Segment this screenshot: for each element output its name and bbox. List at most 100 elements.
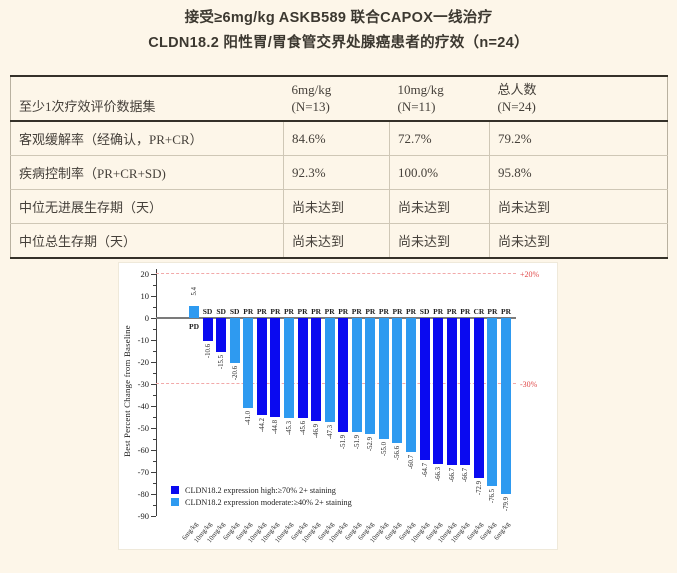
cell-value: 95.8%	[489, 155, 668, 190]
cell-value: 尚未达到	[389, 223, 490, 258]
bar-response-label: PR	[446, 307, 457, 316]
y-tick-label: 20	[140, 269, 150, 279]
y-tick	[151, 384, 156, 385]
y-tick	[151, 274, 156, 275]
zero-baseline	[156, 317, 516, 319]
bar-response-label: SD	[202, 307, 213, 316]
cell-value: 尚未达到	[283, 223, 390, 258]
y-tick-label: -80	[137, 489, 149, 499]
header-10mg: 10mg/kg (N=11)	[389, 76, 490, 122]
legend-item-high: CLDN18.2 expression high:≥70% 2+ stainin…	[171, 484, 352, 496]
y-tick-label: -70	[137, 467, 149, 477]
bar-value-label: -44.2	[258, 418, 266, 433]
bar-response-label: CR	[473, 307, 485, 316]
bar	[283, 318, 294, 418]
bar-response-label: PR	[283, 307, 294, 316]
bar	[256, 318, 267, 416]
y-tick	[151, 340, 156, 341]
page: { "title": { "line1": "接受≥6mg/kg ASKB589…	[0, 6, 677, 550]
cell-value: 尚未达到	[389, 189, 490, 224]
page-title-line1: 接受≥6mg/kg ASKB589 联合CAPOX一线治疗	[184, 10, 493, 26]
bar	[446, 318, 457, 465]
reference-line-label: +20%	[520, 270, 540, 279]
reference-line	[156, 273, 516, 274]
cell-value: 92.3%	[283, 155, 390, 190]
bar	[270, 318, 281, 417]
legend-swatch-moderate	[171, 498, 179, 506]
page-title-line2: CLDN18.2 阳性胃/胃食管交界处腺癌患者的疗效（n=24）	[148, 35, 529, 51]
header-6mg: 6mg/kg (N=13)	[283, 76, 390, 122]
y-minor-tick	[153, 505, 156, 506]
bar	[216, 318, 227, 353]
bar	[460, 318, 471, 465]
bar-response-label: PR	[392, 307, 403, 316]
bar-response-label: PD	[189, 322, 199, 331]
bar-response-label: PR	[351, 307, 362, 316]
cell-value: 尚未达到	[283, 189, 390, 224]
bar-value-label: -55.0	[380, 442, 388, 457]
table-header-row: 至少1次疗效评价数据集 6mg/kg (N=13) 10mg/kg (N=11)…	[10, 76, 668, 122]
bar	[229, 318, 240, 364]
y-tick-label: -90	[137, 511, 149, 521]
bar-response-label: PR	[365, 307, 376, 316]
bar-value-label: -66.3	[435, 466, 443, 482]
bar-value-label: -15.5	[218, 355, 226, 370]
table-row: 客观缓解率（经确认，PR+CR） 84.6% 72.7% 79.2%	[11, 121, 668, 156]
bar	[338, 318, 349, 433]
y-tick-label: -50	[137, 423, 149, 433]
bar	[311, 318, 322, 422]
y-minor-tick	[153, 439, 156, 440]
efficacy-table: 至少1次疗效评价数据集 6mg/kg (N=13) 10mg/kg (N=11)…	[10, 75, 668, 259]
bar-value-label: -64.7	[421, 463, 429, 478]
bar	[473, 318, 484, 479]
bar	[351, 318, 362, 433]
bar-response-label: PR	[487, 307, 498, 316]
table-row: 中位总生存期（天） 尚未达到 尚未达到 尚未达到	[10, 223, 668, 258]
y-minor-tick	[153, 329, 156, 330]
bar-response-label: PR	[243, 307, 254, 316]
bar-response-label: SD	[419, 307, 430, 316]
table-row: 疾病控制率（PR+CR+SD) 92.3% 100.0% 95.8%	[10, 155, 668, 190]
bar	[500, 318, 511, 494]
y-minor-tick	[153, 483, 156, 484]
y-tick-label: -40	[137, 401, 149, 411]
cell-value: 79.2%	[489, 121, 668, 156]
y-minor-tick	[153, 461, 156, 462]
table-row: 中位无进展生存期（天） 尚未达到 尚未达到 尚未达到	[10, 189, 668, 224]
row-label: 中位总生存期（天）	[10, 223, 284, 258]
bar-value-label: -51.9	[353, 435, 361, 450]
bar-value-label: -76.5	[489, 489, 497, 504]
header-total: 总人数 (N=24)	[489, 76, 668, 122]
bar-value-label: -66.7	[448, 467, 456, 482]
legend-label-moderate: CLDN18.2 expression moderate:≥40% 2+ sta…	[185, 497, 352, 507]
bar	[378, 318, 389, 439]
page-title: 接受≥6mg/kg ASKB589 联合CAPOX一线治疗 CLDN18.2 阳…	[0, 6, 677, 56]
y-tick	[151, 406, 156, 407]
bar-response-label: SD	[229, 307, 240, 316]
y-tick	[151, 494, 156, 495]
y-tick-label: -20	[137, 357, 149, 367]
chart-legend: CLDN18.2 expression high:≥70% 2+ stainin…	[171, 484, 352, 508]
y-minor-tick	[153, 285, 156, 286]
legend-swatch-high	[171, 486, 179, 494]
bar-response-label: PR	[433, 307, 444, 316]
cell-value: 尚未达到	[489, 223, 668, 258]
row-label: 疾病控制率（PR+CR+SD)	[10, 155, 284, 190]
y-tick-label: 0	[144, 313, 149, 323]
cell-value: 72.7%	[389, 121, 490, 156]
bar	[324, 318, 335, 423]
bar-response-label: PR	[270, 307, 281, 316]
y-tick-label: -30	[137, 379, 149, 389]
reference-line	[156, 383, 516, 384]
bar	[202, 318, 213, 342]
y-axis-line	[156, 269, 157, 516]
bar-value-label: -41.0	[245, 411, 253, 426]
bar	[419, 318, 430, 461]
y-tick	[151, 516, 156, 517]
y-minor-tick	[153, 351, 156, 352]
bar-value-label: 5.4	[191, 287, 198, 296]
reference-line-label: -30%	[520, 380, 538, 389]
y-tick	[151, 362, 156, 363]
cell-value: 100.0%	[389, 155, 490, 190]
y-tick-label: -10	[137, 335, 149, 345]
